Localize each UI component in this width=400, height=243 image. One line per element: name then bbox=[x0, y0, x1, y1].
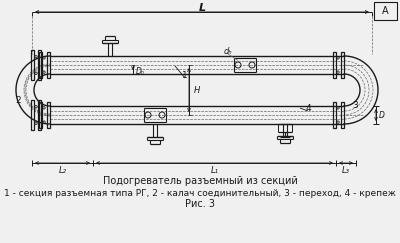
Text: Dₕ: Dₕ bbox=[136, 67, 145, 76]
Text: H: H bbox=[194, 86, 200, 95]
Text: 1 - секция разъемная типа РГ, 2 - калач соединительный, 3 - переход, 4 - крепеж: 1 - секция разъемная типа РГ, 2 - калач … bbox=[4, 189, 396, 198]
Text: -: - bbox=[382, 113, 384, 119]
Text: Подогреватель разъемный из секций: Подогреватель разъемный из секций bbox=[103, 176, 297, 186]
Text: L₁: L₁ bbox=[210, 165, 218, 174]
Text: D: D bbox=[379, 111, 385, 120]
Text: 2: 2 bbox=[15, 95, 21, 104]
Text: 1: 1 bbox=[182, 70, 188, 79]
Text: A: A bbox=[382, 6, 389, 16]
Text: dₕ: dₕ bbox=[224, 46, 232, 55]
Text: Рис. 3: Рис. 3 bbox=[185, 199, 215, 209]
Text: L: L bbox=[198, 3, 206, 13]
Text: 4: 4 bbox=[305, 104, 311, 113]
Text: L₂: L₂ bbox=[58, 165, 66, 174]
Text: L₃: L₃ bbox=[342, 165, 350, 174]
Text: 3: 3 bbox=[352, 101, 358, 110]
